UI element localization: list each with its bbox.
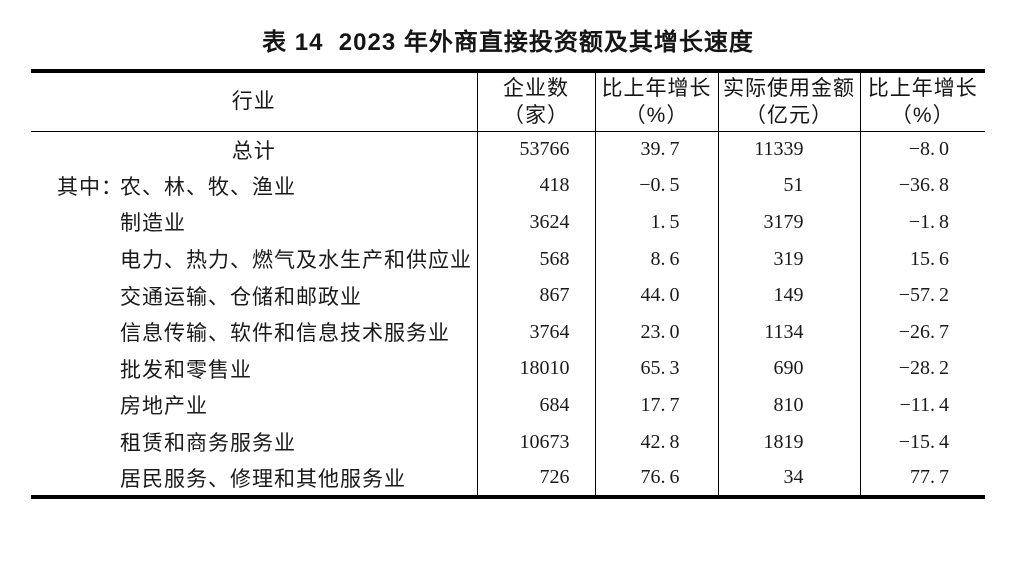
- header-row: 行业 企业数 （家） 比上年增长 （%） 实际使用金额 （亿元） 比上年增长 （…: [31, 71, 985, 132]
- amount-cell: 149: [717, 277, 860, 314]
- industry-label: 房地产业: [120, 394, 208, 419]
- col-header-label: 企业数: [503, 76, 569, 100]
- industry-label: 农、林、牧、渔业: [120, 174, 296, 199]
- industry-cell: 房地产业: [31, 387, 477, 424]
- table-row: 其中： 农、林、牧、渔业 418 −0. 5 51 −36. 8: [31, 167, 985, 205]
- industry-label: 信息传输、软件和信息技术服务业: [120, 321, 450, 346]
- amount-growth-cell: −15. 4: [859, 423, 985, 461]
- document-page: 表 14 2023 年外商直接投资额及其增长速度 行业 企业数 （家） 比上年增…: [0, 27, 1024, 564]
- col-header-unit: （%）: [624, 103, 689, 127]
- enterprises-cell: 418: [476, 167, 595, 205]
- enterprises-growth-cell: 44. 0: [594, 277, 718, 314]
- industry-cell: 交通运输、仓储和邮政业: [31, 277, 477, 314]
- enterprises-growth-cell: 42. 8: [594, 423, 718, 461]
- amount-growth-cell: −57. 2: [859, 277, 985, 314]
- industry-label: 总计: [231, 138, 276, 163]
- industry-cell: 总计: [31, 131, 477, 168]
- table-row: 制造业 3624 1. 5 3179 −1. 8: [31, 204, 985, 241]
- industry-label: 租赁和商务服务业: [120, 431, 296, 456]
- table-row: 批发和零售业 18010 65. 3 690 −28. 2: [31, 350, 985, 388]
- col-header-amount: 实际使用金额 （亿元）: [717, 71, 860, 132]
- industry-cell: 其中： 农、林、牧、渔业: [31, 168, 477, 205]
- industry-cell: 居民服务、修理和其他服务业: [31, 460, 477, 497]
- industry-label: 居民服务、修理和其他服务业: [120, 466, 406, 491]
- row-prefix-label: 其中：: [57, 174, 123, 199]
- enterprises-cell: 53766: [476, 131, 595, 168]
- industry-cell: 批发和零售业: [31, 351, 477, 388]
- table-row: 交通运输、仓储和邮政业 867 44. 0 149 −57. 2: [31, 277, 985, 314]
- amount-cell: 1819: [717, 423, 860, 461]
- col-header-unit: （家）: [503, 103, 569, 127]
- table-row: 房地产业 684 17. 7 810 −11. 4: [31, 387, 985, 424]
- col-header-label: 行业: [231, 90, 276, 114]
- enterprises-growth-cell: −0. 5: [594, 167, 718, 205]
- amount-cell: 810: [717, 387, 860, 424]
- enterprises-cell: 726: [476, 460, 595, 497]
- table-row: 总计 53766 39. 7 11339 −8. 0: [31, 131, 985, 168]
- col-header-label: 比上年增长: [867, 76, 978, 100]
- amount-cell: 1134: [717, 313, 860, 351]
- amount-growth-cell: 15. 6: [859, 240, 985, 278]
- table-title: 表 14 2023 年外商直接投资额及其增长速度: [262, 29, 754, 56]
- enterprises-growth-cell: 17. 7: [594, 387, 718, 424]
- enterprises-cell: 18010: [476, 350, 595, 388]
- amount-growth-cell: 77. 7: [859, 460, 985, 497]
- enterprises-growth-cell: 76. 6: [594, 460, 718, 497]
- amount-growth-cell: −36. 8: [859, 167, 985, 205]
- enterprises-growth-cell: 65. 3: [594, 350, 718, 388]
- amount-growth-cell: −26. 7: [859, 313, 985, 351]
- col-header-amount-growth: 比上年增长 （%）: [859, 71, 985, 132]
- amount-growth-cell: −1. 8: [859, 204, 985, 241]
- col-header-unit: （亿元）: [745, 103, 833, 127]
- col-header-unit: （%）: [890, 103, 955, 127]
- amount-cell: 51: [717, 167, 860, 205]
- amount-cell: 3179: [717, 204, 860, 241]
- industry-cell: 制造业: [31, 204, 477, 241]
- enterprises-cell: 10673: [476, 423, 595, 461]
- industry-cell: 电力、热力、燃气及水生产和供应业: [31, 241, 477, 278]
- enterprises-growth-cell: 39. 7: [594, 131, 718, 168]
- table-row: 信息传输、软件和信息技术服务业 3764 23. 0 1134 −26. 7: [31, 313, 985, 351]
- amount-cell: 319: [717, 240, 860, 278]
- enterprises-growth-cell: 23. 0: [594, 313, 718, 351]
- enterprises-cell: 3624: [476, 204, 595, 241]
- amount-cell: 690: [717, 350, 860, 388]
- col-header-industry: 行业: [31, 71, 477, 132]
- enterprises-cell: 3764: [476, 313, 595, 351]
- table-row: 租赁和商务服务业 10673 42. 8 1819 −15. 4: [31, 423, 985, 461]
- industry-label: 交通运输、仓储和邮政业: [120, 284, 362, 309]
- amount-cell: 34: [717, 460, 860, 497]
- amount-growth-cell: −8. 0: [859, 131, 985, 168]
- col-header-enterprises-growth: 比上年增长 （%）: [594, 71, 718, 132]
- amount-growth-cell: −28. 2: [859, 350, 985, 388]
- industry-label: 制造业: [120, 211, 186, 236]
- col-header-label: 实际使用金额: [723, 76, 855, 100]
- enterprises-growth-cell: 1. 5: [594, 204, 718, 241]
- enterprises-cell: 684: [476, 387, 595, 424]
- table-row: 居民服务、修理和其他服务业 726 76. 6 34 77. 7: [31, 460, 985, 497]
- industry-label: 电力、热力、燃气及水生产和供应业: [120, 248, 472, 273]
- industry-cell: 信息传输、软件和信息技术服务业: [31, 314, 477, 351]
- enterprises-cell: 867: [476, 277, 595, 314]
- amount-cell: 11339: [717, 131, 860, 168]
- industry-cell: 租赁和商务服务业: [31, 424, 477, 461]
- enterprises-growth-cell: 8. 6: [594, 240, 718, 278]
- table-row: 电力、热力、燃气及水生产和供应业 568 8. 6 319 15. 6: [31, 240, 985, 278]
- col-header-enterprises: 企业数 （家）: [476, 71, 595, 132]
- enterprises-cell: 568: [476, 240, 595, 278]
- amount-growth-cell: −11. 4: [859, 387, 985, 424]
- col-header-label: 比上年增长: [601, 76, 712, 100]
- industry-label: 批发和零售业: [120, 357, 252, 382]
- fdi-table: 行业 企业数 （家） 比上年增长 （%） 实际使用金额 （亿元） 比上年增长 （…: [31, 69, 985, 499]
